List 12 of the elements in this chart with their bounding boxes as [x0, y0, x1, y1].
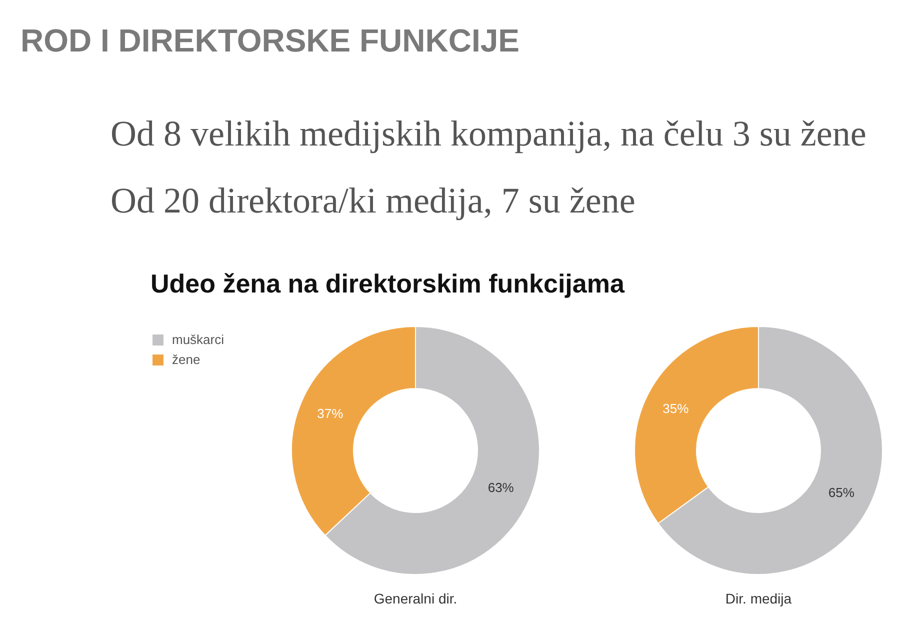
- text: Dir. medija: [725, 590, 792, 606]
- text: Od 20 direktora/ki medija, 7 su žene: [110, 180, 636, 220]
- data-label: 65%: [828, 485, 855, 500]
- chart-subtitle: Udeo žena na direktorskim funkcijama: [150, 268, 625, 298]
- data-label: 35%: [662, 400, 690, 416]
- data-label: 63%: [488, 480, 514, 495]
- legend-label: žene: [172, 352, 200, 367]
- text: Generalni dir.: [374, 590, 458, 606]
- text: Od 8 velikih medijskih kompanija, na čelu 3 su žene: [110, 114, 866, 154]
- legend-label: muškarci: [172, 332, 224, 347]
- chart-title: ROD I DIREKTORSKE FUNKCIJE: [20, 22, 520, 58]
- data-label: 37%: [317, 406, 344, 422]
